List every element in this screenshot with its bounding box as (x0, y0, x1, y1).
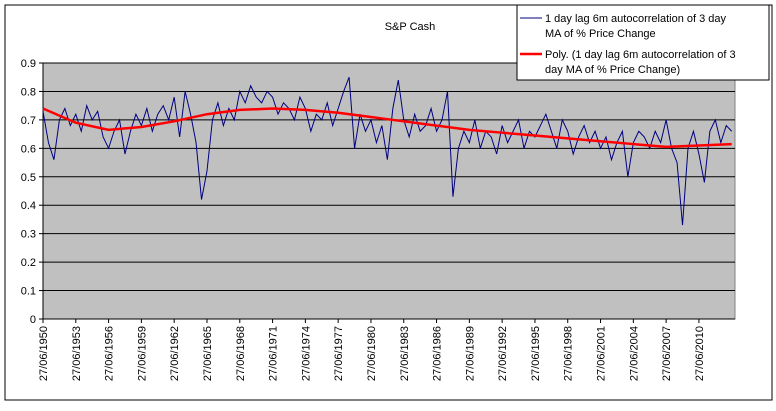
y-tick-label: 0.6 (21, 143, 36, 155)
x-tick-label: 27/06/1950 (38, 326, 50, 381)
x-tick-label: 27/06/2001 (596, 326, 608, 381)
y-tick-label: 0.8 (21, 86, 36, 98)
x-tick-label: 27/06/1968 (235, 326, 247, 381)
x-tick-label: 27/06/2004 (628, 326, 640, 381)
plot-area (42, 62, 736, 320)
x-tick-label: 27/06/1983 (399, 326, 411, 381)
chart-title: S&P Cash (385, 21, 436, 33)
x-tick-label: 27/06/1965 (202, 326, 214, 381)
y-tick-label: 0.5 (21, 172, 36, 184)
x-tick-label: 27/06/1998 (563, 326, 575, 381)
x-tick-label: 27/06/2007 (661, 326, 673, 381)
y-tick-label: 0.1 (21, 286, 36, 298)
y-tick-label: 0.9 (21, 58, 36, 70)
x-tick-label: 27/06/1995 (530, 326, 542, 381)
y-tick-label: 0.4 (21, 200, 36, 212)
x-tick-label: 27/06/1953 (71, 326, 83, 381)
x-tick-label: 27/06/1974 (300, 326, 312, 381)
x-tick-label: 27/06/1971 (268, 326, 280, 381)
y-tick-label: 0.3 (21, 229, 36, 241)
x-tick-label: 27/06/1986 (432, 326, 444, 381)
legend-label-trend-line1: Poly. (1 day lag 6m autocorrelation of 3 (545, 49, 736, 61)
y-tick-label: 0.2 (21, 257, 36, 269)
trendline-poly (42, 107, 732, 149)
legend-label-trend-line2: day MA of % Price Change) (545, 64, 680, 76)
x-tick-label: 27/06/1992 (497, 326, 509, 381)
legend: 1 day lag 6m autocorrelation of 3 day MA… (516, 4, 770, 81)
x-tick-label: 27/06/1980 (366, 326, 378, 381)
y-tick-label: 0.7 (21, 115, 36, 127)
x-tick-label: 27/06/1977 (333, 326, 345, 381)
x-tick-label: 27/06/1956 (104, 326, 116, 381)
x-tick-label: 27/06/1962 (169, 326, 181, 381)
y-tick-label: 0 (30, 314, 36, 326)
legend-box (516, 4, 770, 81)
legend-label-series-line1: 1 day lag 6m autocorrelation of 3 day (545, 13, 727, 25)
x-tick-label: 27/06/1989 (464, 326, 476, 381)
legend-label-series-line2: MA of % Price Change (545, 28, 656, 40)
x-tick-label: 27/06/1959 (136, 326, 148, 381)
x-tick-label: 27/06/2010 (694, 326, 706, 381)
